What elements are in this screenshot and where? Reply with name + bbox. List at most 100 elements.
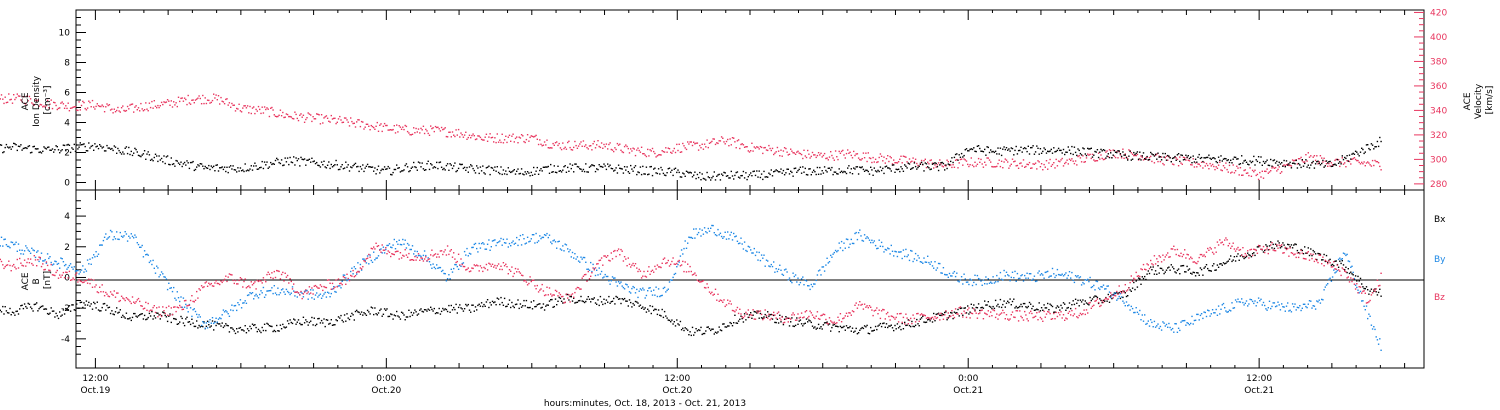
velocity-series-point — [1070, 159, 1072, 162]
density-series-point — [860, 167, 862, 169]
density-series-point — [123, 153, 125, 155]
density-series-point — [405, 163, 408, 165]
velocity-series-point — [763, 147, 765, 149]
density-series-point — [63, 144, 66, 147]
density-series-point — [973, 147, 975, 149]
bx-series-point — [230, 327, 232, 329]
velocity-series-point — [1241, 174, 1243, 176]
velocity-series-point — [931, 162, 934, 164]
density-series-point — [43, 146, 45, 148]
bx-series-point — [878, 324, 880, 326]
velocity-series-point — [945, 165, 947, 167]
density-series-point — [580, 168, 582, 170]
velocity-series-point — [16, 93, 18, 95]
bx-series-point — [791, 317, 793, 319]
density-series-point — [1197, 156, 1199, 158]
bx-series-point — [581, 300, 583, 302]
bx-series-point — [887, 326, 889, 329]
density-series-point — [1226, 159, 1228, 162]
velocity-series-point — [415, 127, 417, 130]
bx-series-point — [289, 319, 291, 321]
velocity-series-point — [478, 135, 480, 137]
bx-series-point — [687, 329, 689, 331]
density-series-point — [1011, 147, 1014, 150]
density-series-point — [764, 176, 766, 178]
density-series-point — [102, 146, 105, 148]
density-series-point — [1062, 148, 1065, 151]
velocity-series-point — [495, 141, 497, 144]
density-series-point — [374, 167, 376, 169]
velocity-series-point — [1000, 160, 1003, 162]
velocity-series-point — [267, 108, 269, 110]
bx-series-point — [56, 315, 58, 317]
density-series-point — [311, 157, 313, 159]
density-series-point — [1311, 162, 1313, 164]
velocity-series-point — [919, 162, 922, 164]
velocity-series-point — [1264, 170, 1266, 172]
velocity-series-point — [1037, 160, 1039, 162]
velocity-series-point — [1134, 154, 1136, 157]
density-series-point — [128, 146, 130, 149]
density-series-point — [393, 168, 395, 171]
density-series-point — [731, 175, 734, 177]
bx-series-point — [1099, 298, 1101, 300]
density-series-point — [106, 144, 108, 147]
density-series-point — [502, 169, 505, 171]
density-series-point — [231, 168, 233, 170]
density-series-point — [124, 147, 126, 149]
bx-series-point — [34, 303, 37, 305]
velocity-series-point — [345, 117, 347, 119]
density-series-point — [1068, 149, 1071, 151]
bx-series-point — [282, 323, 284, 326]
bx-series-point — [819, 327, 821, 330]
density-series-point — [974, 150, 976, 152]
bx-series-point — [947, 317, 949, 319]
density-series-point — [334, 164, 336, 166]
bx-series-point — [425, 309, 427, 311]
density-series-point — [1272, 159, 1274, 162]
bx-series-point — [140, 313, 142, 315]
velocity-series-point — [754, 147, 757, 149]
velocity-series-point — [1293, 160, 1295, 162]
density-series-point — [596, 168, 598, 170]
density-tick-label: 0 — [64, 179, 70, 189]
density-series-point — [676, 171, 678, 174]
density-series-point — [1345, 157, 1347, 160]
density-series-point — [1173, 157, 1175, 159]
velocity-series-point — [768, 144, 770, 147]
bx-series-point — [991, 307, 993, 310]
density-series-point — [774, 170, 776, 172]
bx-series-point — [1004, 306, 1006, 308]
velocity-series-point — [357, 119, 359, 121]
density-series-point — [959, 156, 962, 158]
density-series-point — [295, 157, 297, 159]
density-series-point — [939, 164, 941, 166]
velocity-series-point — [46, 99, 49, 102]
density-series-point — [91, 144, 94, 147]
velocity-series-point — [1142, 159, 1145, 161]
velocity-series-point — [120, 107, 123, 109]
velocity-series-point — [716, 142, 718, 144]
velocity-series-point — [165, 101, 168, 103]
bx-series-point — [437, 312, 439, 314]
bx-series-point — [918, 325, 920, 327]
bx-series-point — [1190, 272, 1192, 274]
velocity-series — [0, 93, 1382, 181]
velocity-series-point — [815, 156, 817, 159]
bx-series-point — [768, 315, 770, 317]
velocity-series-point — [708, 142, 711, 144]
bx-series-point — [166, 320, 169, 323]
velocity-series-point — [770, 149, 772, 152]
bx-series-point — [1068, 302, 1071, 304]
density-series-point — [888, 167, 890, 169]
density-series-point — [363, 170, 365, 173]
velocity-series-point — [1244, 169, 1246, 171]
density-series-point — [1196, 161, 1198, 163]
density-series-point — [390, 173, 392, 176]
velocity-series-point — [1227, 171, 1229, 173]
density-series-point — [1352, 152, 1354, 155]
velocity-series-point — [360, 120, 363, 123]
velocity-tick-label: 300 — [1430, 155, 1447, 165]
velocity-series-point — [748, 151, 751, 153]
velocity-series-point — [170, 100, 172, 102]
